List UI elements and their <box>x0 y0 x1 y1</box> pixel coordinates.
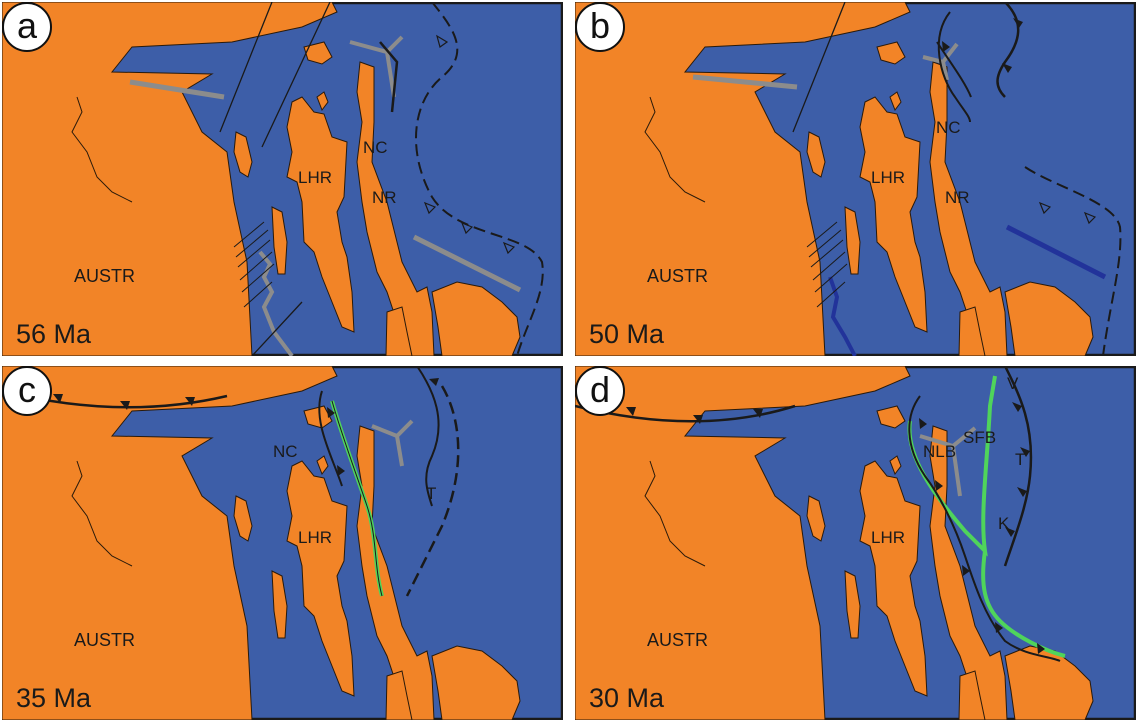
arc-inner <box>937 11 971 123</box>
label-k: K <box>998 514 1010 533</box>
label-sfb: SFB <box>963 428 997 447</box>
panel-letter-badge: c <box>2 366 52 416</box>
label-nc: NC <box>363 138 388 157</box>
open-triangles <box>1038 201 1097 225</box>
ridge-tasman <box>692 74 798 90</box>
panel-d: d 30 Ma AUSTR LHR NLB SFB V T K <box>575 366 1136 720</box>
panel-a: a 56 Ma AUSTR LHR NR NC <box>2 2 563 356</box>
ridge-extinct-2 <box>828 276 857 356</box>
trench-dashed <box>405 385 460 597</box>
label-lhr: LHR <box>871 168 906 187</box>
label-austr: AUSTR <box>647 630 709 650</box>
age-label: 50 Ma <box>589 319 665 349</box>
trench-dashed <box>415 2 544 356</box>
trench-solid <box>1003 366 1033 567</box>
panel-letter-badge: a <box>2 2 52 52</box>
label-nr: NR <box>945 188 970 207</box>
label-austr: AUSTR <box>74 266 136 286</box>
filled-triangles <box>919 402 1045 654</box>
label-austr: AUSTR <box>647 266 709 286</box>
filled-triangles-north <box>626 407 763 424</box>
age-label: 35 Ma <box>16 683 92 713</box>
map-a <box>2 2 563 356</box>
ridge-tasman <box>129 79 225 100</box>
map-d <box>575 366 1136 720</box>
fault-2 <box>261 2 331 148</box>
ridge-south-loyalty <box>412 234 522 293</box>
panel-letter-badge: b <box>575 2 625 52</box>
label-v: V <box>1007 374 1019 393</box>
trench-dashed <box>1024 166 1122 356</box>
label-lhr: LHR <box>871 528 906 547</box>
fault-1 <box>219 2 273 133</box>
panel-letter-badge: d <box>575 366 625 416</box>
arc-inner <box>908 395 1061 662</box>
open-triangles <box>423 34 516 255</box>
green-boundary-edge <box>331 400 383 597</box>
ridge-extinct <box>1005 224 1107 280</box>
label-lhr: LHR <box>298 168 333 187</box>
fault-1 <box>792 2 846 133</box>
filled-triangles <box>327 378 439 476</box>
label-nc: NC <box>273 442 298 461</box>
arc-inner <box>318 390 343 487</box>
age-label: 30 Ma <box>589 683 665 713</box>
fault-3 <box>251 301 303 356</box>
map-b <box>575 2 1136 356</box>
label-lhr: LHR <box>298 528 333 547</box>
filled-triangles <box>942 18 1023 73</box>
label-t: T <box>1015 450 1026 469</box>
trench-solid <box>996 2 1020 98</box>
transform-fan <box>806 221 848 308</box>
label-nlb: NLB <box>923 442 957 461</box>
panel-b: b 50 Ma AUSTR LHR NR NC <box>575 2 1136 356</box>
age-label: 56 Ma <box>16 319 92 349</box>
label-nc: NC <box>936 118 961 137</box>
arc-outer <box>416 366 440 507</box>
triple-junction <box>371 419 414 467</box>
filled-triangles-north <box>53 394 195 410</box>
label-austr: AUSTR <box>74 630 136 650</box>
transform-fan <box>233 221 275 308</box>
map-c <box>2 366 563 720</box>
triple-junction <box>922 42 959 81</box>
green-boundary-south <box>981 550 1066 658</box>
arc-mid <box>936 41 972 98</box>
triple-junction <box>919 426 977 497</box>
subduction-solid <box>379 41 399 113</box>
panel-c: c 35 Ma AUSTR LHR NC T <box>2 366 563 720</box>
label-t: T <box>426 484 437 503</box>
label-nr: NR <box>372 188 397 207</box>
